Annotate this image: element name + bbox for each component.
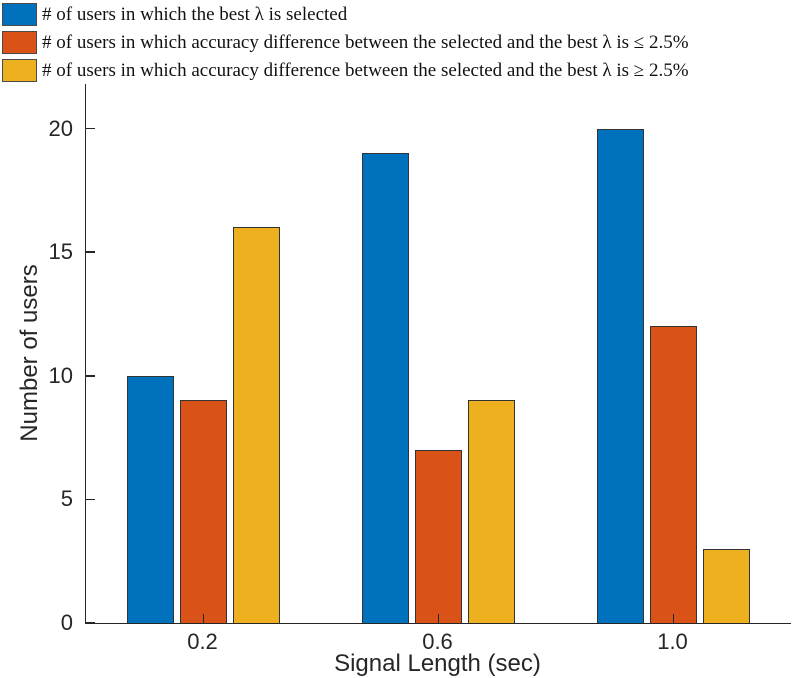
legend-item-accuracy-diff-le-2.5: # of users in which accuracy difference … xyxy=(2,31,689,54)
bar-series1-group-0.2 xyxy=(127,375,174,623)
legend-label: # of users in which the best λ is select… xyxy=(42,3,348,25)
y-tick-label-15: 15 xyxy=(48,239,73,265)
y-tick-mark xyxy=(86,498,95,501)
legend-swatch-orange xyxy=(2,31,37,54)
y-tick-label-0: 0 xyxy=(60,610,73,635)
y-tick-label-5: 5 xyxy=(60,486,73,512)
bar-series3-group-0.6 xyxy=(468,400,515,623)
x-axis-label: Signal Length (sec) xyxy=(334,650,541,677)
bar-series3-group-0.2 xyxy=(233,227,280,623)
bar-series3-group-1.0 xyxy=(703,548,750,623)
bar-series1-group-0.6 xyxy=(362,153,409,623)
y-tick-label-20: 20 xyxy=(48,115,73,141)
legend-swatch-blue xyxy=(2,3,37,26)
legend-label: # of users in which accuracy difference … xyxy=(42,59,689,81)
y-tick-mark xyxy=(86,251,95,253)
x-tick-mark xyxy=(202,614,205,623)
x-tick-label-0.2: 0.2 xyxy=(187,629,218,654)
plot-area: 0 5 10 15 20 xyxy=(49,84,791,634)
bar-series2-group-0.6 xyxy=(415,449,462,623)
y-tick-label-10: 10 xyxy=(48,362,73,388)
legend-item-accuracy-diff-ge-2.5: # of users in which accuracy difference … xyxy=(2,59,689,82)
y-axis-label: Number of users xyxy=(16,264,43,442)
y-tick-mark xyxy=(86,375,95,377)
bar-series2-group-1.0 xyxy=(650,326,697,623)
legend-label: # of users in which accuracy difference … xyxy=(42,31,689,53)
y-tick-mark xyxy=(86,127,95,130)
bar-series2-group-0.2 xyxy=(180,400,227,623)
x-tick-label-1.0: 1.0 xyxy=(657,629,688,654)
legend-item-best-lambda-selected: # of users in which the best λ is select… xyxy=(2,3,689,26)
x-tick-mark xyxy=(672,614,675,623)
bar-series1-group-1.0 xyxy=(597,128,644,623)
y-tick-mark xyxy=(86,622,95,624)
x-tick-mark xyxy=(437,614,440,623)
x-tick-label-0.6: 0.6 xyxy=(422,629,453,654)
legend-swatch-yellow xyxy=(2,59,37,82)
chart-legend: # of users in which the best λ is select… xyxy=(2,3,689,87)
